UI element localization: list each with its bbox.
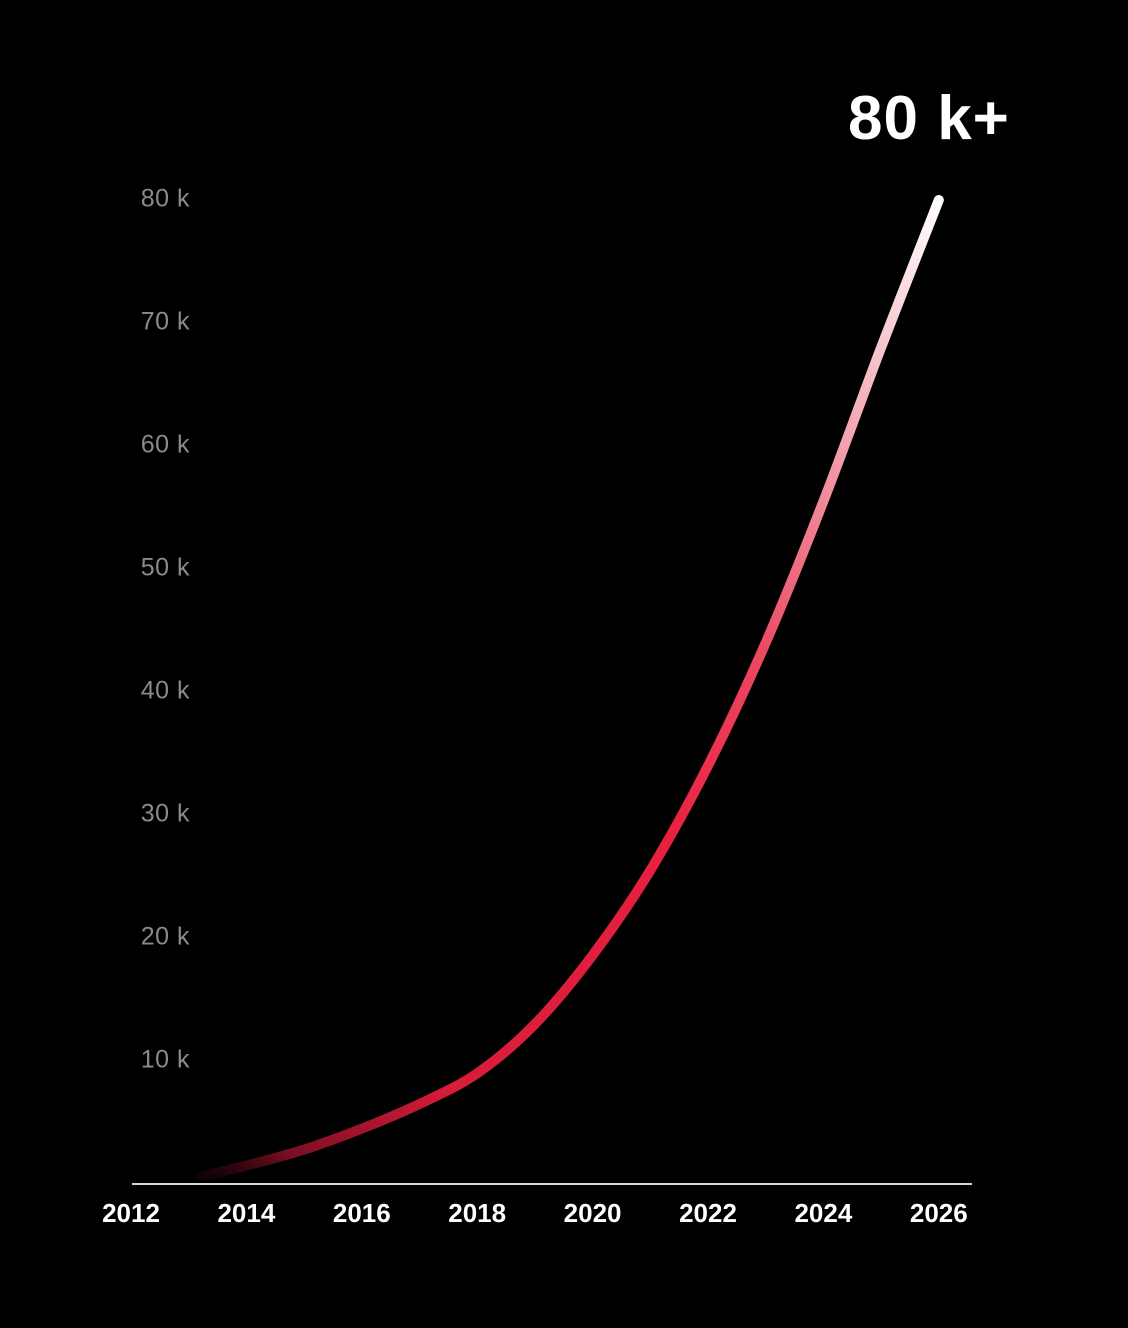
y-tick-label: 50 k	[141, 554, 190, 582]
x-tick-label: 2020	[564, 1198, 622, 1228]
x-axis-labels: 2012 2014 2016 2018 2020 2022 2024 2026	[102, 1198, 968, 1228]
y-tick-label: 10 k	[141, 1046, 190, 1074]
y-tick-label: 20 k	[141, 923, 190, 951]
x-tick-label: 2026	[910, 1198, 968, 1228]
y-axis-labels: 10 k 20 k 30 k 40 k 50 k 60 k 70 k 80 k	[141, 185, 190, 1074]
y-tick-label: 70 k	[141, 308, 190, 336]
y-tick-label: 40 k	[141, 677, 190, 705]
x-tick-label: 2022	[679, 1198, 737, 1228]
y-tick-label: 60 k	[141, 431, 190, 459]
x-tick-label: 2014	[217, 1198, 275, 1228]
x-tick-label: 2018	[448, 1198, 506, 1228]
y-tick-label: 80 k	[141, 185, 190, 213]
y-tick-label: 30 k	[141, 800, 190, 828]
x-tick-label: 2012	[102, 1198, 160, 1228]
growth-curve	[195, 195, 944, 1182]
x-tick-label: 2016	[333, 1198, 391, 1228]
x-tick-label: 2024	[794, 1198, 852, 1228]
headline-value: 80 k+	[848, 84, 1010, 153]
